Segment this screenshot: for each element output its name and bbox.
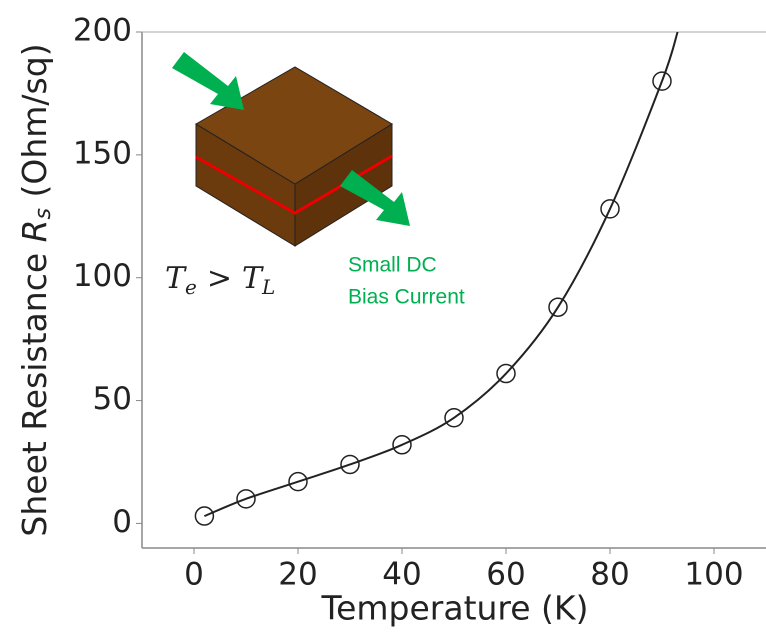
x-tick-label: 60 <box>486 557 525 593</box>
x-tick-label: 80 <box>590 557 629 593</box>
y-axis-label: Sheet Resistance Rs (Ohm/sq) <box>15 43 57 536</box>
data-point <box>194 506 215 526</box>
data-point <box>444 408 464 428</box>
data-point <box>652 71 672 91</box>
data-point <box>600 199 620 219</box>
annotation: Bias Current <box>348 286 465 309</box>
data-point <box>340 454 360 475</box>
y-tick-label: 50 <box>93 381 132 417</box>
inset-label: Te > TL <box>165 261 275 299</box>
data-point <box>392 435 412 455</box>
plot-area <box>194 32 679 526</box>
y-tick-label: 0 <box>112 504 132 540</box>
x-tick-label: 100 <box>684 557 743 593</box>
x-axis-label: Temperature (K) <box>321 589 589 628</box>
data-point <box>496 363 516 384</box>
y-tick-label: 100 <box>73 258 132 294</box>
data-point <box>288 471 308 492</box>
fit-line <box>204 32 679 517</box>
inset-illustration <box>172 52 410 247</box>
x-tick-label: 40 <box>382 557 421 593</box>
x-tick-label: 0 <box>184 557 204 593</box>
annotation: Small DC <box>348 254 437 277</box>
data-point <box>236 489 256 509</box>
data-point <box>548 297 568 317</box>
x-tick-label: 20 <box>278 557 317 593</box>
y-tick-label: 200 <box>73 13 132 49</box>
y-tick-label: 150 <box>73 135 132 171</box>
